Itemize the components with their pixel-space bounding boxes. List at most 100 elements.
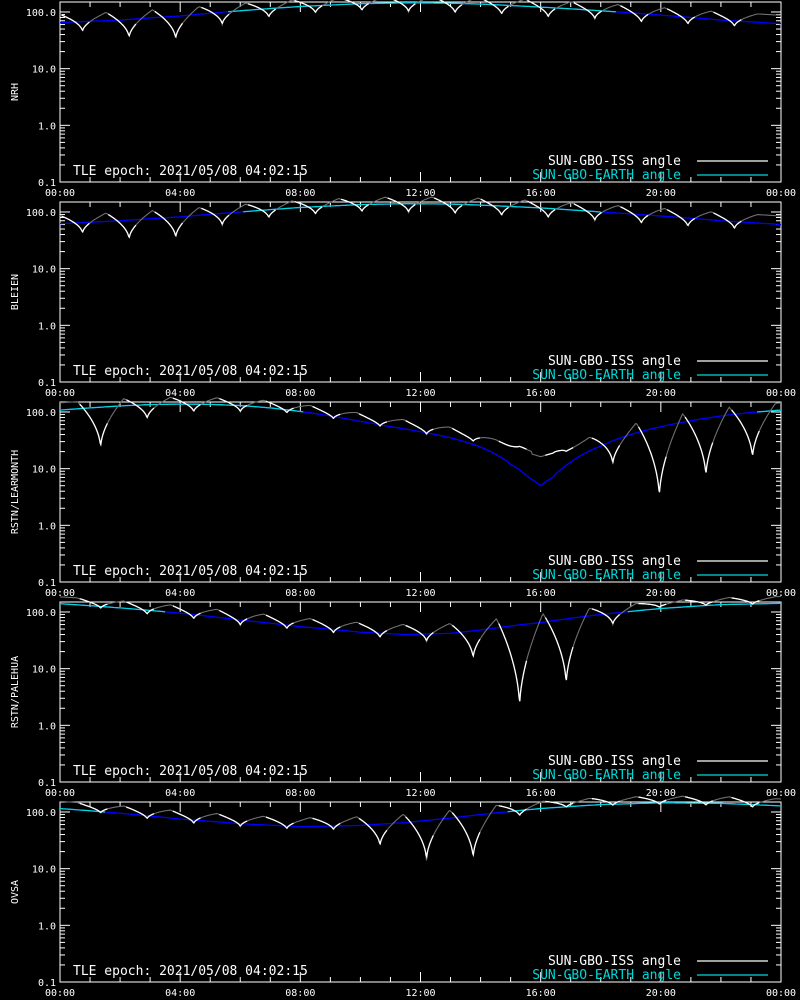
series-line-iss-angle-lit <box>79 598 108 609</box>
series-line-iss-angle-lit <box>219 398 248 412</box>
y-tick-label: 100.0 <box>26 408 56 419</box>
series-line-iss-angle-lit <box>219 813 248 827</box>
y-tick-label: 1.0 <box>38 921 56 932</box>
legend-label: SUN-GBO-EARTH angle <box>532 768 681 783</box>
series-line-iss-angle-lit <box>438 0 463 14</box>
series-line-iss-angle-lit <box>405 624 434 642</box>
x-tick-label: 16:00 <box>526 588 556 599</box>
series-line-iss-angle-lit <box>545 800 574 808</box>
x-tick-label: 16:00 <box>526 988 556 999</box>
y-tick-label: 100.0 <box>26 808 56 819</box>
chart-panel: 100.010.01.00.100:00 04:00 08:00 12:00 16:00… <box>10 196 796 399</box>
series-line-iss-angle-lit <box>731 796 760 808</box>
x-tick-label: 16:00 <box>526 388 556 399</box>
tle-epoch-annotation: TLE epoch: 2021/05/08 04:02:15 <box>73 564 308 579</box>
x-tick-label: 00:00 <box>766 588 796 599</box>
series-line-earth-angle-visible <box>59 602 782 613</box>
series-line-iss-angle-lit <box>126 601 155 615</box>
series-line-iss-angle-lit <box>107 13 137 38</box>
series-line-iss-angle-lit <box>79 403 108 447</box>
y-tick-label: 0.1 <box>38 778 56 789</box>
x-tick-label: 00:00 <box>766 388 796 399</box>
x-tick-label: 12:00 <box>405 988 435 999</box>
series-line-iss-angle-lit <box>265 816 294 830</box>
x-tick-label: 20:00 <box>646 788 676 799</box>
series-line-iss-angle-lit <box>527 200 556 218</box>
series-line-iss-angle-lit <box>638 602 667 608</box>
y-axis-label: OVSA <box>10 880 21 904</box>
series-line-iss-angle-lit <box>591 437 621 464</box>
x-tick-label: 20:00 <box>646 188 676 199</box>
series-line-iss-angle-lit <box>358 413 388 427</box>
y-tick-label: 10.0 <box>32 665 56 676</box>
series-line-iss-angle-lit <box>666 209 696 227</box>
x-tick-label: 12:00 <box>405 388 435 399</box>
series-line-iss-angle-lit <box>219 609 248 626</box>
x-tick-label: 04:00 <box>165 188 195 199</box>
x-tick-label: 00:00 <box>45 788 75 799</box>
x-tick-label: 04:00 <box>165 788 195 799</box>
series-line-iss-angle-lit <box>684 416 714 473</box>
series-line-iss-angle-lit <box>638 796 667 805</box>
series-line-iss-angle-lit <box>294 0 323 14</box>
x-tick-label: 08:00 <box>285 788 315 799</box>
series-line-iss-angle-lit <box>684 796 713 806</box>
series-line-iss-angle-lit <box>620 5 649 23</box>
y-axis-label: RSTN/LEARMONTH <box>10 450 21 534</box>
y-tick-label: 0.1 <box>38 978 56 989</box>
series-line-iss-angle-lit <box>713 11 742 27</box>
series-line-iss-angle-lit <box>294 200 323 215</box>
series-line-iss-angle-lit <box>344 0 369 11</box>
legend-label: SUN-GBO-ISS angle <box>548 954 681 969</box>
series-line-iss-angle-lit <box>591 608 621 625</box>
x-tick-label: 00:00 <box>766 988 796 999</box>
series-line-iss-angle-lit <box>201 6 230 25</box>
legend-label: SUN-GBO-EARTH angle <box>532 968 681 983</box>
series-line-iss-angle-lit <box>154 10 184 39</box>
x-tick-label: 20:00 <box>646 988 676 999</box>
x-tick-label: 00:00 <box>766 188 796 199</box>
x-tick-label: 08:00 <box>285 588 315 599</box>
x-tick-label: 20:00 <box>646 588 676 599</box>
series-line-iss-angle-lit <box>591 797 620 806</box>
series-line-iss-angle-lit <box>452 427 481 442</box>
y-axis-label: RSTN/PALEHUA <box>10 656 21 728</box>
chart-panel: 100.010.01.00.100:00 04:00 08:00 12:00 16:00… <box>10 396 796 599</box>
y-tick-label: 0.1 <box>38 378 56 389</box>
series-line-iss-angle-lit <box>172 605 201 620</box>
series-line-iss-angle-lit <box>544 617 574 681</box>
y-axis-label: BLEIEN <box>10 274 21 310</box>
series-line-iss-angle-lit <box>573 2 602 19</box>
legend-label: SUN-GBO-EARTH angle <box>532 168 681 183</box>
x-tick-label: 08:00 <box>285 388 315 399</box>
series-line-iss-angle-lit <box>108 214 137 239</box>
series-line-iss-angle-lit <box>573 203 602 221</box>
series-line-iss-angle-lit <box>358 622 388 638</box>
series-line-iss-angle-lit <box>79 802 108 814</box>
series-line-iss-angle-lit <box>201 207 230 226</box>
series-line-iss-angle-lit <box>451 812 481 858</box>
series-line-earth-angle-visible <box>243 203 601 213</box>
y-tick-label: 10.0 <box>32 65 56 76</box>
series-line-iss-angle-lit <box>637 426 667 493</box>
x-tick-label: 08:00 <box>285 988 315 999</box>
x-tick-label: 00:00 <box>45 988 75 999</box>
x-tick-label: 16:00 <box>526 788 556 799</box>
series-line-iss-angle-lit <box>498 623 528 702</box>
y-tick-label: 100.0 <box>26 8 56 19</box>
x-tick-label: 16:00 <box>526 188 556 199</box>
y-tick-label: 1.0 <box>38 121 56 132</box>
tle-epoch-annotation: TLE epoch: 2021/05/08 04:02:15 <box>73 164 308 179</box>
series-line-iss-angle-lit <box>483 0 509 15</box>
series-line-earth-angle-visible <box>59 802 782 813</box>
series-line-iss-angle-lit <box>61 215 90 234</box>
series-line-earth-angle-visible <box>228 2 616 13</box>
x-tick-label: 12:00 <box>405 788 435 799</box>
series-line-iss-angle-lit <box>620 206 649 224</box>
series-line-iss-angle-lit <box>154 211 184 238</box>
series-line-iss-angle-lit <box>312 618 341 634</box>
tle-epoch-annotation: TLE epoch: 2021/05/08 04:02:15 <box>73 964 308 979</box>
series-line-earth-angle-visible <box>59 403 782 413</box>
series-line-iss-angle-lit <box>731 597 760 605</box>
series-line-iss-angle-lit <box>405 816 434 860</box>
